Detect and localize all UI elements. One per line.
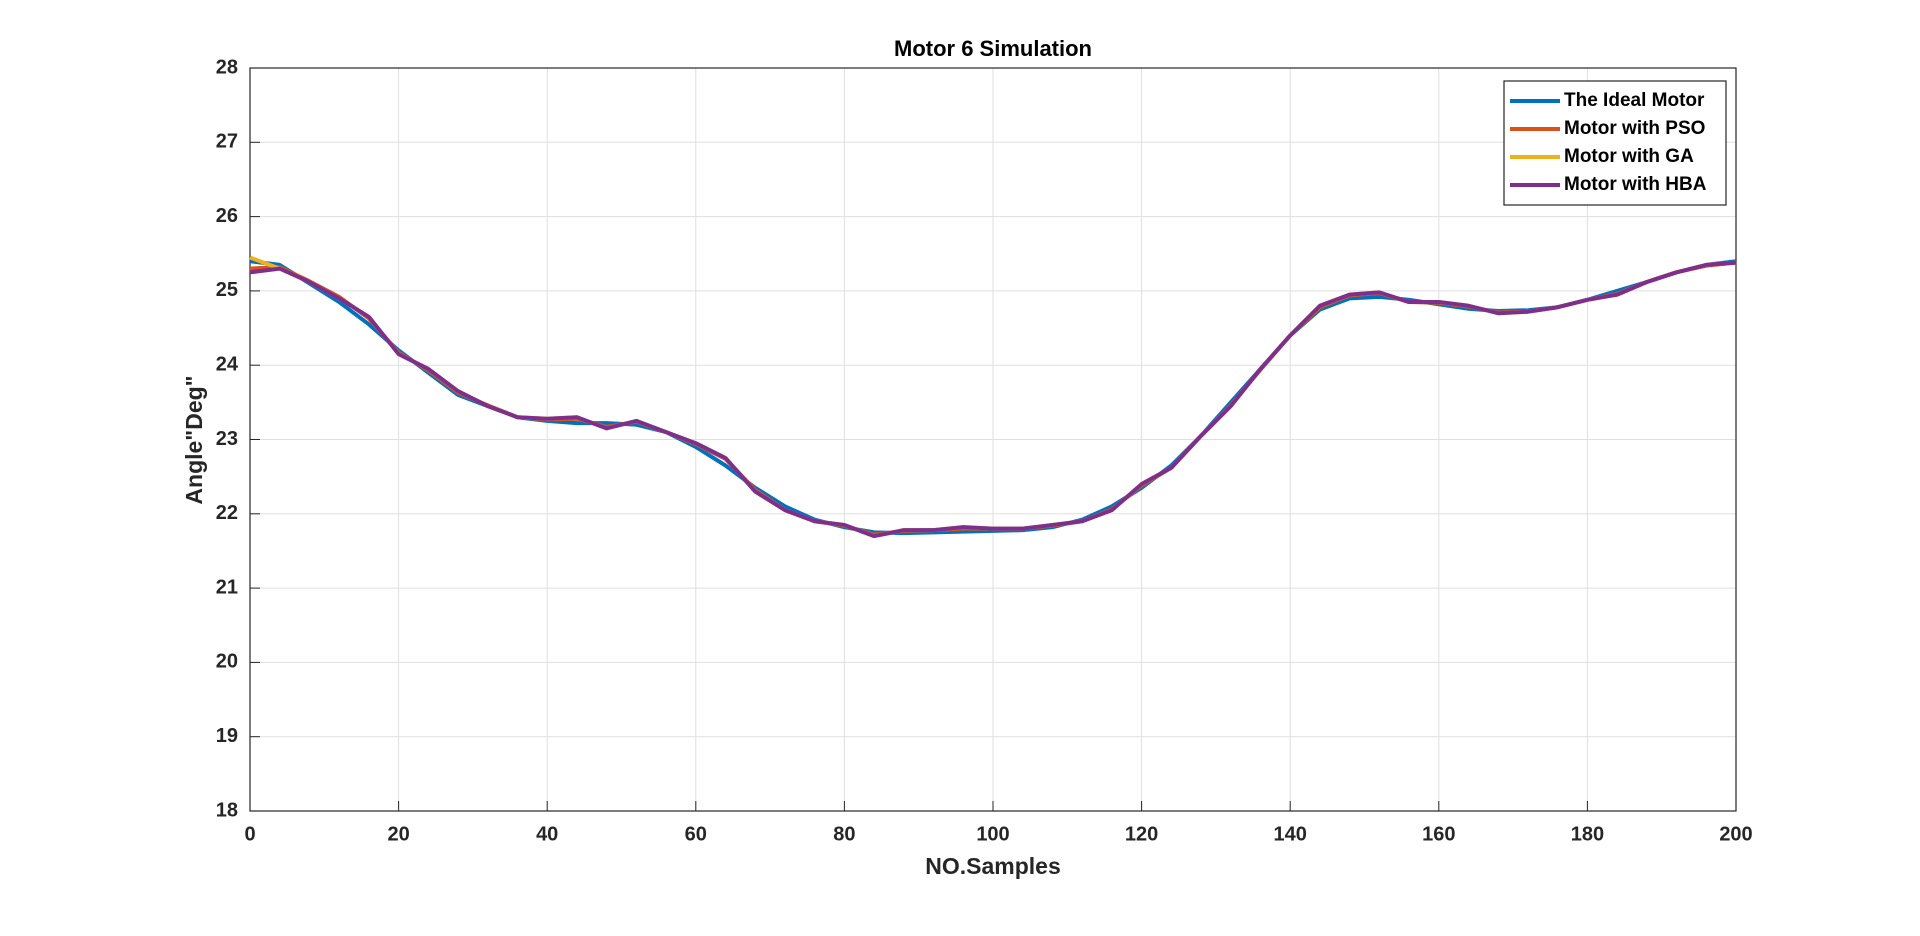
x-tick-label: 60: [685, 823, 707, 845]
x-tick-label: 120: [1125, 823, 1158, 845]
x-tick-label: 200: [1719, 823, 1752, 845]
x-tick-label: 180: [1571, 823, 1604, 845]
legend-label: Motor with HBA: [1564, 174, 1707, 195]
legend-label: Motor with GA: [1564, 146, 1694, 167]
y-tick-label: 20: [216, 651, 238, 673]
legend-label: Motor with PSO: [1564, 118, 1705, 139]
y-axis-label: Angle"Deg": [181, 375, 207, 504]
x-tick-label: 40: [536, 823, 558, 845]
y-tick-label: 24: [216, 353, 239, 375]
y-tick-label: 19: [216, 725, 238, 747]
plot-frame: [249, 67, 1737, 812]
y-tick-label: 27: [216, 131, 238, 153]
y-tick-label: 25: [216, 279, 238, 301]
y-tick-label: 21: [216, 576, 238, 598]
y-tick-label: 23: [216, 428, 238, 450]
y-tick-label: 26: [216, 205, 238, 227]
chart-title: Motor 6 Simulation: [894, 36, 1092, 61]
x-axis-label: NO.Samples: [925, 853, 1061, 879]
x-tick-label: 140: [1274, 823, 1307, 845]
y-tick-label: 28: [216, 56, 238, 78]
x-tick-label: 160: [1422, 823, 1455, 845]
legend-label: The Ideal Motor: [1564, 90, 1705, 111]
x-tick-label: 0: [244, 823, 255, 845]
line-series: [249, 260, 1737, 539]
x-tick-label: 20: [387, 823, 409, 845]
y-tick-label: 22: [216, 502, 238, 524]
y-tick-label: 18: [216, 799, 238, 821]
x-tick-label: 80: [833, 823, 855, 845]
x-tick-label: 100: [976, 823, 1009, 845]
